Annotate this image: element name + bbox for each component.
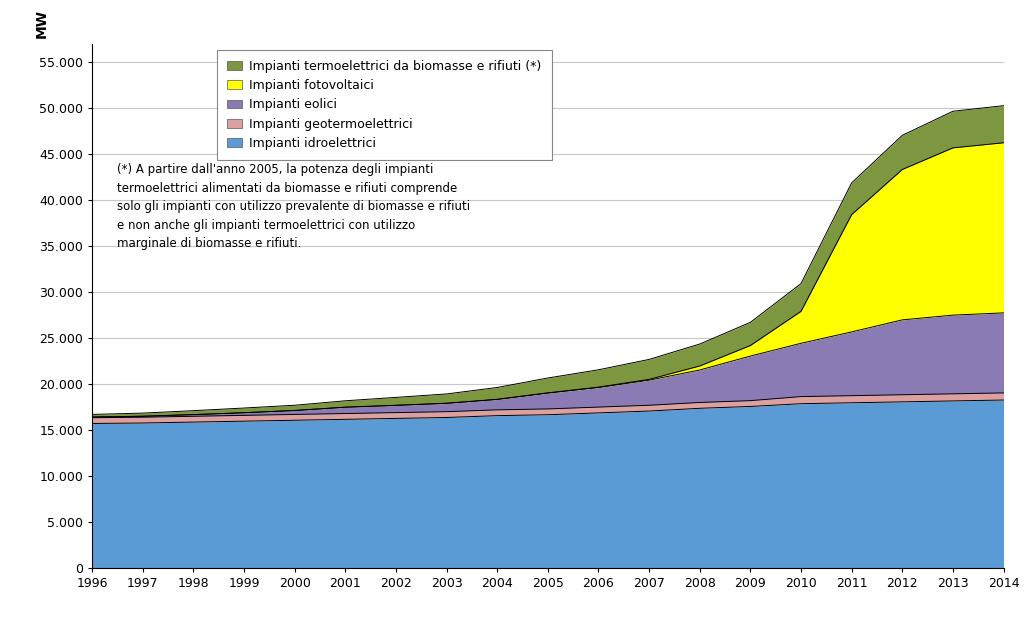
Legend: Impianti termoelettrici da biomasse e rifiuti (*), Impianti fotovoltaici, Impian: Impianti termoelettrici da biomasse e ri… [217, 50, 552, 160]
Text: MW: MW [35, 9, 49, 39]
Text: (*) A partire dall'anno 2005, la potenza degli impianti
termoelettrici alimentat: (*) A partire dall'anno 2005, la potenza… [118, 163, 471, 250]
